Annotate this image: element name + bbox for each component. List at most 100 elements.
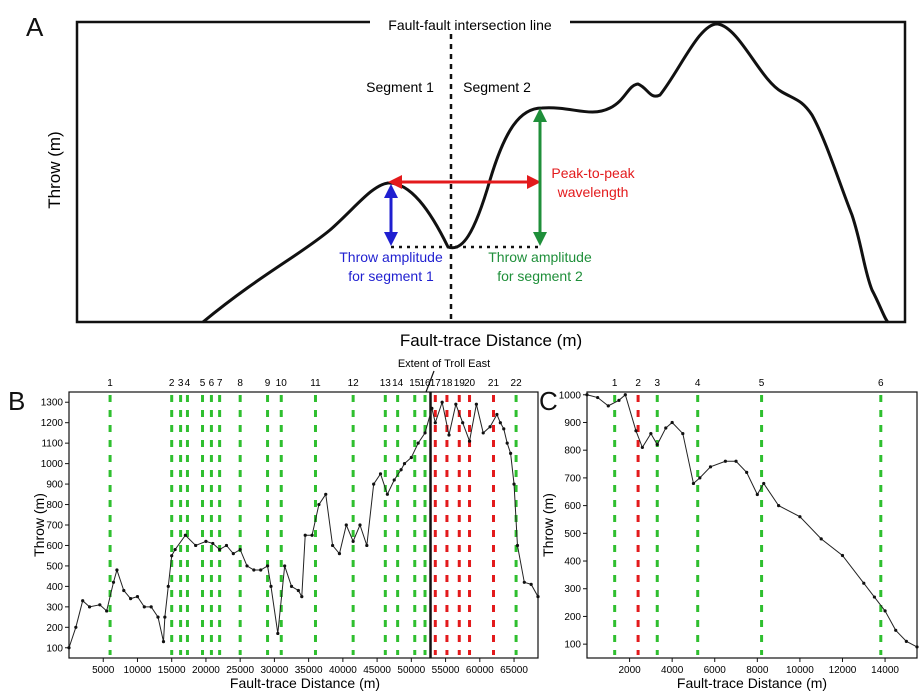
chart-c-xtick-label: 8000 bbox=[746, 665, 769, 676]
chart-b-data-point bbox=[409, 455, 413, 460]
chart-b-data-point bbox=[87, 605, 92, 609]
chart-b-data-point bbox=[105, 609, 109, 613]
chart-b-marker-label: 18 bbox=[441, 378, 453, 389]
chart-b-data-point bbox=[211, 541, 215, 546]
chart-b-data-point bbox=[111, 580, 116, 584]
throw-profile-curve bbox=[202, 22, 890, 324]
chart-c-data-point bbox=[915, 645, 919, 649]
chart-b-marker-label: 1 bbox=[107, 378, 113, 389]
chart-c-data-point bbox=[708, 465, 713, 469]
chart-c-ytick-label: 500 bbox=[564, 529, 581, 540]
chart-c-data-point bbox=[623, 393, 627, 397]
chart-b-series-line bbox=[68, 400, 539, 648]
chart-c-ytick-label: 100 bbox=[564, 640, 581, 651]
chart-c-data-point bbox=[904, 639, 908, 643]
chart-c-marker-label: 2 bbox=[635, 378, 641, 389]
chart-b-data-point bbox=[183, 533, 187, 537]
extent-pointer bbox=[425, 370, 435, 393]
chart-b-data-point bbox=[74, 625, 78, 629]
chart-c-data-point bbox=[745, 470, 749, 474]
chart-b-data-point bbox=[430, 406, 434, 410]
chart-b-data-point bbox=[488, 425, 492, 429]
chart-b-data-point bbox=[502, 427, 506, 431]
chart-c-data-point bbox=[798, 515, 802, 519]
panel-b-ylabel: Throw (m) bbox=[31, 493, 47, 557]
chart-c-data-point bbox=[634, 429, 638, 433]
amplitude-1-arrow bbox=[384, 184, 398, 246]
chart-b-data-point bbox=[522, 580, 526, 584]
chart-b-marker-label: 21 bbox=[488, 378, 500, 389]
chart-b-marker-label: 6 bbox=[209, 378, 215, 389]
panel-a-xlabel: Fault-trace Distance (m) bbox=[400, 331, 582, 350]
chart-b-data-point bbox=[238, 547, 242, 552]
amplitude-1-label-line1: Throw amplitude bbox=[339, 249, 443, 265]
extent-label: Extent of Troll East bbox=[398, 358, 490, 370]
chart-b-ytick-label: 600 bbox=[46, 541, 63, 552]
chart-c-data-point bbox=[777, 504, 781, 508]
chart-b-data-point bbox=[122, 588, 126, 593]
chart-c-marker-label: 1 bbox=[612, 378, 618, 389]
chart-c-xtick-label: 2000 bbox=[618, 665, 641, 676]
panel-c-xlabel: Fault-trace Distance (m) bbox=[677, 675, 827, 691]
chart-b-data-point bbox=[269, 584, 273, 588]
chart-b-ytick-label: 800 bbox=[46, 500, 63, 511]
chart-c-frame bbox=[586, 391, 918, 659]
chart-c-xtick-label: 4000 bbox=[661, 665, 684, 676]
chart-c-data-point bbox=[894, 628, 898, 632]
chart-b-xtick-label: 45000 bbox=[363, 665, 391, 676]
chart-b-xtick-label: 40000 bbox=[329, 665, 357, 676]
chart-b-ytick-label: 1000 bbox=[41, 459, 64, 470]
chart-c-ytick-label: 800 bbox=[564, 446, 581, 457]
chart-c-ytick-label: 400 bbox=[564, 557, 581, 568]
chart-b-marker-label: 10 bbox=[276, 378, 288, 389]
chart-b-xtick-label: 25000 bbox=[226, 665, 254, 676]
chart-b-data-point bbox=[300, 595, 304, 599]
chart-c-data-point bbox=[755, 492, 759, 497]
chart-b-data-point bbox=[231, 552, 235, 556]
chart-b-ytick-label: 1200 bbox=[41, 418, 64, 429]
chart-b-data-point bbox=[156, 615, 160, 619]
chart-c-data-point bbox=[617, 398, 621, 402]
panel-c-ylabel: Throw (m) bbox=[540, 493, 556, 557]
chart-b-marker-label: 13 bbox=[380, 378, 392, 389]
chart-b-data-point bbox=[173, 547, 177, 552]
chart-b-data-point bbox=[170, 554, 174, 558]
chart-b-data-point bbox=[276, 631, 280, 636]
chart-b-data-point bbox=[505, 441, 509, 445]
chart-b-marker-label: 7 bbox=[217, 378, 223, 389]
chart-c-data-point bbox=[640, 445, 644, 450]
chart-b-data-point bbox=[149, 605, 153, 609]
chart-b-marker-label: 8 bbox=[237, 378, 243, 389]
chart-b-data-point bbox=[204, 539, 208, 543]
chart-b-marker-label: 5 bbox=[200, 378, 206, 389]
chart-c-data-point bbox=[585, 393, 589, 397]
chart-c-data-point bbox=[872, 595, 877, 599]
chart-b-data-point bbox=[402, 462, 407, 466]
chart-b-marker-label: 9 bbox=[265, 378, 271, 389]
chart-b-data-point bbox=[218, 547, 222, 552]
chart-b-data-point bbox=[98, 603, 102, 607]
chart-c-data-point bbox=[762, 481, 766, 486]
chart-b-data-point bbox=[536, 595, 540, 599]
chart-b-data-point bbox=[474, 402, 478, 406]
chart-b-data-point bbox=[512, 482, 516, 486]
chart-c-data-point bbox=[862, 581, 866, 585]
chart-b-data-point bbox=[529, 582, 533, 586]
chart-b: 100 200 300 400 500 600 700 800 900 1000 1100 1200 1… bbox=[41, 378, 540, 676]
chart-c-data-point bbox=[681, 431, 685, 436]
chart-b-data-point bbox=[440, 400, 444, 404]
chart-b-marker-label: 17 bbox=[430, 378, 442, 389]
amplitude-1-label-line2: for segment 1 bbox=[348, 268, 434, 284]
chart-b-marker-label: 15 bbox=[409, 378, 421, 389]
chart-b-data-point bbox=[515, 543, 520, 548]
chart-c-data-point bbox=[840, 553, 845, 558]
chart-c-data-point bbox=[819, 537, 823, 541]
chart-b-marker-label: 14 bbox=[392, 378, 404, 389]
chart-c-marker-label: 4 bbox=[695, 378, 701, 389]
chart-b-data-point bbox=[115, 568, 119, 572]
chart-b-marker-label: 4 bbox=[185, 378, 191, 389]
amplitude-2-label-line2: for segment 2 bbox=[497, 268, 583, 284]
chart-b-data-point bbox=[296, 588, 300, 593]
chart-b-data-point bbox=[392, 478, 396, 482]
chart-c-marker-label: 6 bbox=[878, 378, 884, 389]
